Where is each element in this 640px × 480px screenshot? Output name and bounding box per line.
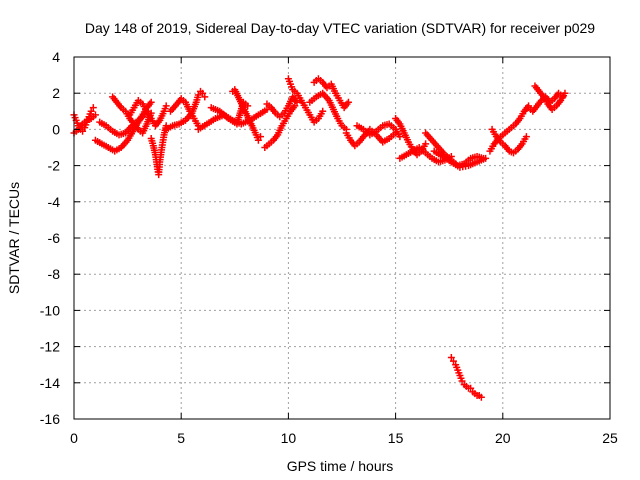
ticks <box>73 56 611 420</box>
data-point <box>344 98 352 106</box>
x-tick-label: 5 <box>177 430 185 446</box>
data-point <box>522 133 530 141</box>
y-tick-label: -6 <box>48 230 61 246</box>
x-tick-label: 25 <box>602 430 618 446</box>
data-point <box>458 377 466 385</box>
y-tick-label: -4 <box>48 194 61 210</box>
data-series <box>488 125 530 157</box>
data-series <box>147 122 170 179</box>
y-tick-label: -16 <box>40 411 60 427</box>
data-point <box>482 154 490 162</box>
data-point <box>422 140 430 148</box>
chart-title: Day 148 of 2019, Sidereal Day-to-day VTE… <box>85 20 595 36</box>
data-point <box>561 89 569 97</box>
data-series <box>109 93 155 137</box>
x-tick-label: 10 <box>281 430 297 446</box>
data-series <box>126 96 170 130</box>
data-point <box>194 91 202 99</box>
data-point <box>147 98 155 106</box>
data-point <box>162 102 170 110</box>
data-series <box>353 120 404 141</box>
y-tick-label: -2 <box>48 158 61 174</box>
data-point <box>199 89 207 97</box>
data-series <box>310 75 352 112</box>
data-point <box>467 384 475 392</box>
data-series <box>162 87 209 133</box>
data-point <box>89 104 97 112</box>
data-point <box>87 107 95 115</box>
data-point <box>396 133 404 141</box>
y-tick-label: 4 <box>52 49 60 65</box>
data-series <box>261 102 299 151</box>
x-axis-label: GPS time / hours <box>287 458 394 474</box>
data-series <box>531 82 569 113</box>
data-series <box>96 111 149 139</box>
data-series <box>447 353 485 401</box>
x-tick-label: 15 <box>388 430 404 446</box>
data-point <box>254 136 262 144</box>
data-points <box>70 75 569 401</box>
data-point <box>319 107 327 115</box>
y-tick-label: 0 <box>52 121 60 137</box>
data-series <box>229 86 265 144</box>
y-tick-label: -8 <box>48 266 61 282</box>
data-point <box>79 127 87 135</box>
y-tick-label: 2 <box>52 85 60 101</box>
data-series <box>263 93 301 121</box>
y-tick-label: -14 <box>40 375 60 391</box>
data-series <box>430 147 490 171</box>
data-point <box>449 357 457 365</box>
y-tick-label: -12 <box>40 339 60 355</box>
x-tick-label: 0 <box>70 430 78 446</box>
y-tick-label: -10 <box>40 302 60 318</box>
data-point <box>257 133 265 141</box>
data-series <box>284 75 327 126</box>
data-point <box>91 111 99 119</box>
y-axis-label: SDTVAR / TECUs <box>6 182 22 294</box>
data-point <box>201 93 209 101</box>
data-point <box>477 393 485 401</box>
x-tick-label: 20 <box>495 430 511 446</box>
data-point <box>447 353 455 361</box>
data-series <box>166 95 202 130</box>
data-series <box>207 98 252 128</box>
data-series <box>306 89 350 133</box>
data-series <box>396 144 455 166</box>
